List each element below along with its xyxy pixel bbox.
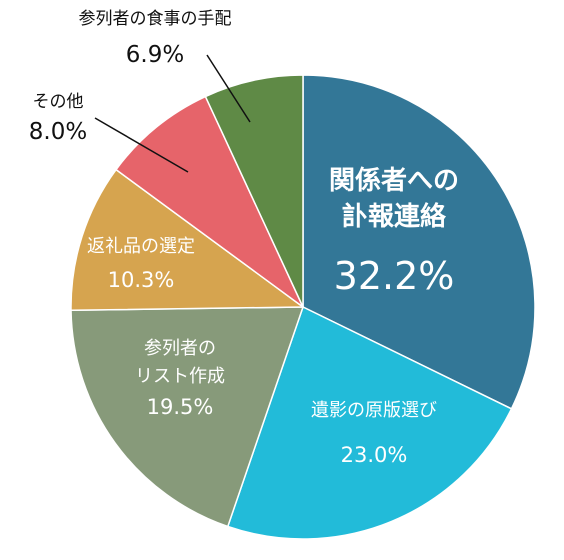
slice-label-1-line-2: 訃報連絡 <box>342 201 447 232</box>
slice-label-1-line-1: 関係者への <box>329 166 459 196</box>
slice-label-2-line-1: 遺影の原版選び <box>311 400 437 421</box>
slice-percent-5: 8.0% <box>29 119 87 145</box>
slice-percent-1: 32.2% <box>334 254 455 298</box>
pie-slice-5 <box>114 95 304 308</box>
pie-slice-1 <box>302 74 536 410</box>
slice-label-3-line-2: リスト作成 <box>135 366 225 387</box>
slice-label-4-line-1: 返礼品の選定 <box>87 236 195 257</box>
slice-percent-2: 23.0% <box>341 443 408 467</box>
pie-slice-3 <box>70 306 305 528</box>
pie-slice-4 <box>70 168 306 312</box>
leader-line-6 <box>206 54 251 123</box>
slice-label-3-line-1: 参列者の <box>144 338 216 359</box>
slice-percent-6: 6.9% <box>126 42 184 68</box>
slice-label-5-line-1: その他 <box>33 92 84 112</box>
pie-slice-6 <box>204 74 304 308</box>
leader-line-5 <box>94 117 189 173</box>
pie-slice-2 <box>226 305 513 540</box>
slice-percent-4: 10.3% <box>108 268 175 292</box>
slice-label-6-line-1: 参列者の食事の手配 <box>79 9 232 29</box>
slice-percent-3: 19.5% <box>147 395 214 419</box>
